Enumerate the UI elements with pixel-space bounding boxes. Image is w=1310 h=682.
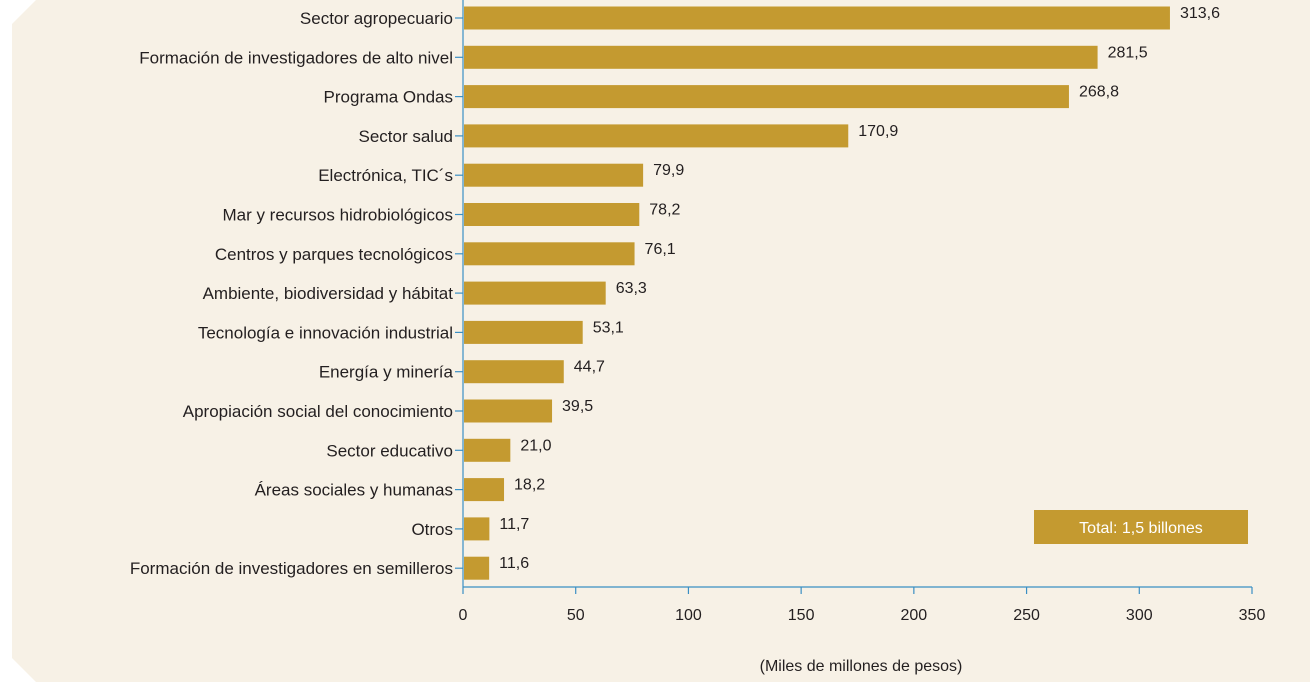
bar (464, 478, 504, 501)
category-label: Sector educativo (326, 441, 453, 460)
value-label: 11,7 (499, 516, 529, 533)
category-label: Programa Ondas (324, 88, 453, 107)
x-axis-title: (Miles de millones de pesos) (760, 658, 963, 675)
x-tick-label: 50 (567, 607, 585, 624)
category-label: Tecnología e innovación industrial (198, 323, 453, 342)
bar (464, 164, 643, 187)
value-label: 79,9 (653, 162, 684, 179)
bar (464, 85, 1069, 108)
total-label: Total: 1,5 billones (1079, 520, 1203, 537)
value-label: 313,6 (1180, 5, 1220, 22)
value-label: 281,5 (1108, 44, 1148, 61)
x-tick-label: 350 (1239, 607, 1266, 624)
category-label: Sector salud (359, 127, 454, 146)
bar (464, 124, 848, 147)
bar (464, 400, 552, 423)
value-label: 53,1 (593, 319, 624, 336)
value-label: 76,1 (645, 241, 676, 258)
bar (464, 321, 583, 344)
x-tick-label: 300 (1126, 607, 1153, 624)
value-label: 21,0 (520, 437, 551, 454)
bar (464, 242, 635, 265)
category-label: Centros y parques tecnológicos (215, 245, 453, 264)
x-tick-label: 250 (1013, 607, 1040, 624)
value-label: 11,6 (499, 555, 529, 572)
value-label: 63,3 (616, 280, 647, 297)
category-label: Sector agropecuario (300, 9, 453, 28)
value-label: 170,9 (858, 123, 898, 140)
category-label: Energía y minería (319, 363, 454, 382)
total-annotation: Total: 1,5 billones (1034, 510, 1248, 544)
bar (464, 282, 606, 305)
category-label: Formación de investigadores de alto nive… (139, 48, 453, 67)
category-label: Electrónica, TIC´s (318, 166, 453, 185)
category-label: Formación de investigadores en semillero… (130, 559, 453, 578)
bar (464, 517, 489, 540)
x-tick-label: 0 (459, 607, 468, 624)
x-tick-label: 100 (675, 607, 702, 624)
value-label: 39,5 (562, 398, 593, 415)
x-tick-label: 150 (788, 607, 815, 624)
bar (464, 203, 639, 226)
bar (464, 360, 564, 383)
bar (464, 46, 1098, 69)
category-label: Áreas sociales y humanas (255, 481, 453, 500)
category-label: Apropiación social del conocimiento (183, 402, 453, 421)
value-label: 18,2 (514, 477, 545, 494)
bar (464, 557, 489, 580)
bar (464, 439, 510, 462)
x-tick-label: 200 (901, 607, 928, 624)
bar (464, 7, 1170, 30)
category-label: Ambiente, biodiversidad y hábitat (203, 284, 454, 303)
value-label: 44,7 (574, 359, 605, 376)
value-label: 268,8 (1079, 84, 1119, 101)
value-label: 78,2 (649, 202, 680, 219)
category-label: Otros (411, 520, 453, 539)
category-label: Mar y recursos hidrobiológicos (222, 206, 453, 225)
